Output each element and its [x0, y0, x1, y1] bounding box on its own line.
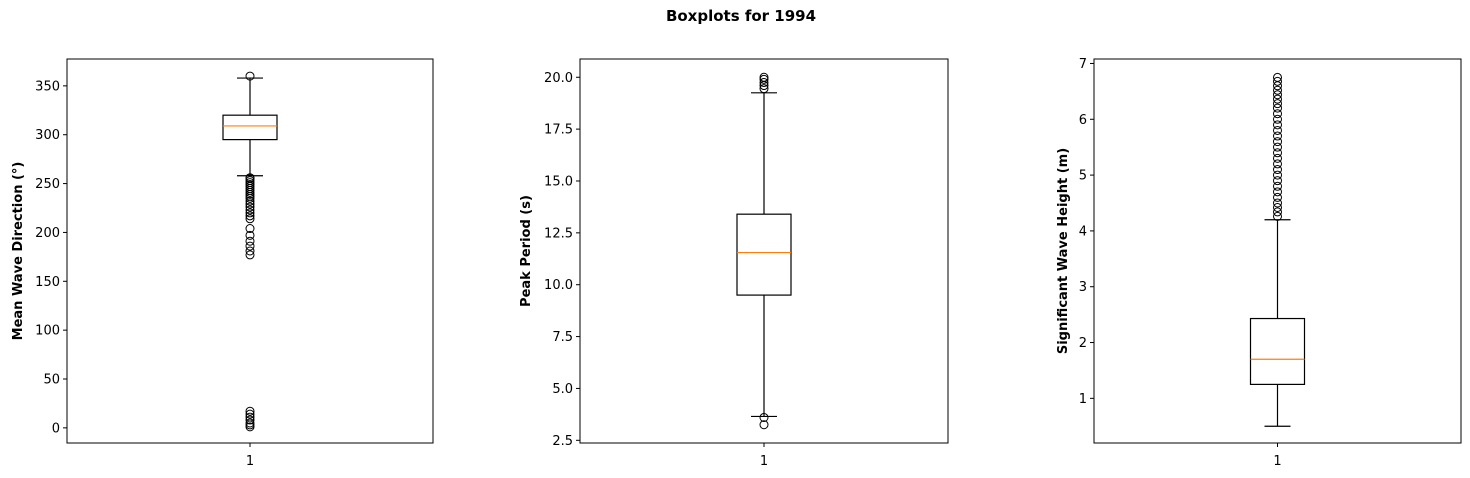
- y-tick-label: 5.0: [552, 382, 573, 397]
- outlier-point: [1273, 109, 1282, 119]
- figure-title: Boxplots for 1994: [666, 7, 816, 25]
- outlier-point: [245, 409, 255, 419]
- outlier-point: [245, 71, 255, 81]
- y-tick-label: 250: [35, 177, 60, 192]
- y-tick-label: 7: [1079, 57, 1087, 72]
- x-tick-label: 1: [1273, 454, 1281, 469]
- outlier-point: [1273, 192, 1282, 202]
- outlier-point: [1273, 137, 1282, 147]
- y-axis-label: Mean Wave Direction (°): [11, 162, 26, 341]
- box: [222, 114, 278, 141]
- outlier-point: [245, 196, 255, 206]
- outlier-point: [245, 422, 255, 432]
- outlier-point: [1273, 85, 1282, 95]
- panel-2: 2.5 5.0 7.5 10.0 12.5 15.0 17.5 20.0 1 Peak Perio…: [519, 58, 949, 469]
- outlier-point: [1273, 187, 1282, 197]
- y-tick-label: 100: [35, 324, 60, 339]
- box: [736, 213, 792, 296]
- outlier-point: [1273, 148, 1282, 158]
- outlier-point: [245, 205, 255, 215]
- y-tick-label: 350: [35, 79, 60, 94]
- outlier-point: [1273, 114, 1282, 124]
- outlier-point: [245, 211, 255, 221]
- y-tick-label: 200: [35, 226, 60, 241]
- outlier-point: [1273, 103, 1282, 113]
- outlier-point: [1273, 181, 1282, 191]
- y-tick-label: 1: [1079, 392, 1087, 407]
- outlier-point: [759, 81, 769, 91]
- x-tick-label: 1: [246, 454, 254, 469]
- y-tick-label: 0: [52, 421, 60, 436]
- y-tick-label: 50: [43, 373, 60, 388]
- outlier-point: [759, 77, 769, 87]
- outlier-point: [245, 214, 255, 224]
- outlier-point: [245, 415, 255, 425]
- y-tick-label: 15.0: [544, 174, 573, 189]
- outlier-point: [245, 208, 255, 218]
- outlier-point: [1273, 90, 1282, 100]
- y-axis-label: Peak Period (s): [519, 195, 534, 307]
- outlier-point: [245, 236, 255, 246]
- outlier-point: [245, 250, 255, 260]
- outlier-point: [1273, 94, 1282, 104]
- panel-3: 1 2 3 4 5 6 7 1 Significant Wave Height (m): [1056, 57, 1462, 469]
- outlier-point: [245, 230, 255, 240]
- outlier-point: [245, 224, 255, 234]
- outlier-point: [1273, 165, 1282, 175]
- outlier-point: [1273, 142, 1282, 152]
- outlier-point: [245, 406, 255, 416]
- y-tick-label: 4: [1079, 224, 1087, 239]
- outlier-point: [1273, 153, 1282, 163]
- panel-1: 0 50 100 150 200 250 300 350 1 Mean Wave Directio…: [11, 58, 434, 469]
- outlier-point: [1273, 120, 1282, 130]
- y-tick-label: 150: [35, 275, 60, 290]
- outlier-point: [245, 199, 255, 209]
- outlier-point: [1273, 202, 1282, 212]
- outlier-point: [245, 246, 255, 256]
- outlier-point: [1273, 99, 1282, 109]
- y-tick-label: 2.5: [552, 434, 573, 449]
- y-tick-label: 5: [1079, 169, 1087, 184]
- y-tick-label: 20.0: [544, 71, 573, 86]
- x-tick-label: 1: [760, 454, 768, 469]
- outlier-point: [1273, 207, 1282, 217]
- y-tick-label: 2: [1079, 336, 1087, 351]
- outlier-point: [1273, 170, 1282, 180]
- outlier-point: [1273, 159, 1282, 169]
- y-tick-label: 7.5: [552, 330, 573, 345]
- y-tick-label: 6: [1079, 113, 1087, 128]
- outlier-point: [1273, 125, 1282, 135]
- outlier-point: [759, 74, 769, 84]
- outlier-point: [1273, 76, 1282, 86]
- outlier-point: [1273, 198, 1282, 208]
- y-axis-label: Significant Wave Height (m): [1056, 148, 1071, 354]
- y-tick-label: 300: [35, 128, 60, 143]
- outlier-point: [759, 412, 769, 422]
- outlier-point: [1273, 176, 1282, 186]
- panels: 0 50 100 150 200 250 300 350 1 Mean Wave Directio…: [11, 57, 1462, 469]
- y-tick-label: 3: [1079, 280, 1087, 295]
- outlier-point: [1273, 211, 1282, 221]
- outlier-point: [1273, 131, 1282, 141]
- outlier-point: [245, 420, 255, 430]
- outlier-point: [245, 193, 255, 203]
- box: [1249, 317, 1306, 385]
- outlier-point: [759, 84, 769, 94]
- outlier-point: [759, 420, 769, 430]
- outlier-point: [245, 241, 255, 251]
- y-tick-label: 10.0: [544, 278, 573, 293]
- y-tick-label: 17.5: [544, 123, 573, 138]
- y-tick-label: 12.5: [544, 226, 573, 241]
- outlier-point: [245, 202, 255, 212]
- outlier-point: [1273, 81, 1282, 91]
